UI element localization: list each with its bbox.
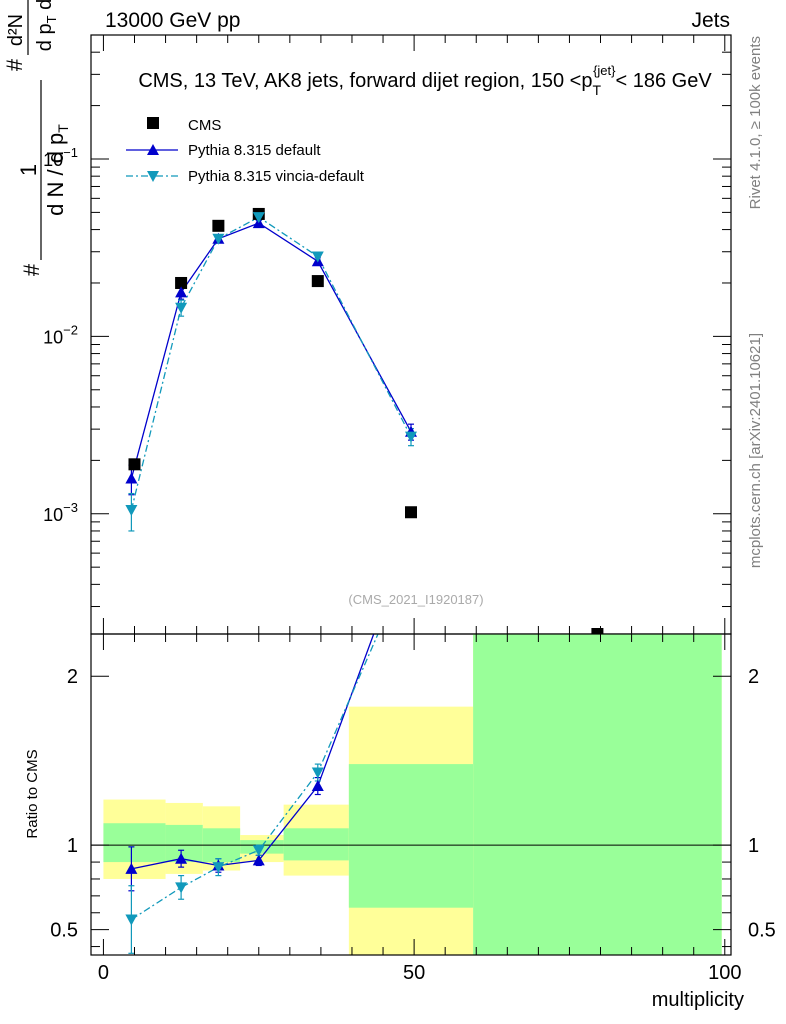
- svg-text:1: 1: [16, 164, 41, 176]
- cms-point: [128, 458, 141, 471]
- uncertainty-band-inner: [473, 634, 722, 955]
- ratio-y-tick-label: 2: [67, 666, 78, 688]
- legend: CMS Pythia 8.315 default Pythia 8.315 vi…: [126, 117, 365, 185]
- legend-vincia-marker: [147, 171, 159, 182]
- ratio-plot: 0.5 0.5 1 1 2 2 0 50 100 Ratio to CMS multiplici…: [24, 633, 776, 1011]
- main-plot-ticks: [91, 34, 731, 634]
- uncertainty-band-inner: [348, 764, 474, 908]
- vincia-point: [405, 431, 417, 443]
- main-plot-background: [91, 35, 731, 634]
- ratio-y-tick-label: 0.5: [50, 920, 78, 942]
- vincia-line: [130, 216, 412, 511]
- ratio-vincia-line: [131, 634, 379, 921]
- plot-title: CMS, 13 TeV, AK8 jets, forward dijet reg…: [138, 63, 712, 98]
- ratio-plot-ticks: [91, 634, 731, 955]
- y-tick-label: 10−3: [43, 500, 78, 525]
- cms-point: [175, 276, 188, 289]
- cms-point: [212, 219, 225, 232]
- svg-text:d pT dλ: d pT dλ: [34, 0, 59, 51]
- svg-text:#: #: [19, 263, 44, 276]
- ratio-plot-tick-labels: 0.5 0.5 1 1 2 2 0 50 100: [50, 666, 776, 984]
- vincia-point: [212, 233, 225, 245]
- main-y-axis-label: # 1 d N / d pT # d²N d pT dλ: [2, 0, 71, 276]
- ratio-default-point: [311, 780, 324, 792]
- uncertainty-band-inner: [165, 824, 203, 863]
- x-tick-label: 0: [98, 962, 109, 984]
- ratio-vincia-point: [125, 914, 138, 926]
- analysis-watermark: (CMS_2021_I1920187): [348, 592, 483, 607]
- default-point: [125, 472, 138, 484]
- default-line: [130, 222, 412, 479]
- vincia-point: [252, 212, 265, 224]
- ratio-y-tick-label: 1: [67, 835, 78, 857]
- default-point: [175, 286, 188, 298]
- x-tick-label: 100: [708, 962, 741, 984]
- cms-point: [311, 275, 324, 288]
- ratio-vincia-point: [175, 882, 188, 894]
- ratio-vincia-point: [252, 845, 265, 857]
- ratio-default-point: [125, 862, 138, 874]
- legend-cms-label: CMS: [188, 117, 221, 134]
- ratio-vincia-point: [212, 862, 225, 874]
- legend-default-label: Pythia 8.315 default: [188, 142, 321, 159]
- ratio-default-line: [131, 634, 375, 870]
- header-right: Jets: [691, 9, 730, 32]
- uncertainty-band-inner: [283, 828, 349, 861]
- main-plot: 10−3 10−2 10−1 CMS, 13 TeV, AK8 jets, forw…: [43, 34, 732, 635]
- ratio-y-tick-label-right: 1: [748, 835, 759, 857]
- mcplots-label: mcplots.cern.ch [arXiv:2401.10621]: [747, 333, 764, 568]
- legend-default-marker: [147, 144, 159, 155]
- ratio-y-axis-label: Ratio to CMS: [24, 749, 41, 838]
- ratio-default-point: [252, 854, 265, 866]
- legend-cms-marker: [147, 117, 159, 129]
- ratio-default-point: [175, 852, 188, 864]
- legend-vincia-label: Pythia 8.315 vincia-default: [188, 168, 365, 185]
- cms-point: [405, 506, 417, 519]
- ratio-vincia-point: [311, 767, 324, 779]
- x-axis-label: multiplicity: [652, 989, 744, 1011]
- rivet-label: Rivet 4.1.0, ≥ 100k events: [747, 36, 764, 209]
- vincia-point: [125, 505, 138, 517]
- vincia-point: [311, 251, 324, 263]
- svg-text:d²N: d²N: [5, 14, 27, 46]
- ratio-y-tick-label-right: 0.5: [748, 920, 776, 942]
- ratio-plot-frame: [90, 633, 732, 956]
- ratio-uncertainty-bands: [103, 634, 722, 955]
- svg-text:#: #: [2, 58, 27, 71]
- main-plot-data: [125, 207, 604, 634]
- ratio-y-tick-label-right: 2: [748, 666, 759, 688]
- cms-point: [591, 628, 604, 634]
- header-left: 13000 GeV pp: [105, 9, 240, 32]
- y-tick-label: 10−1: [43, 145, 78, 170]
- uncertainty-band-inner: [103, 823, 166, 863]
- vincia-point: [175, 302, 188, 314]
- y-tick-label: 10−2: [43, 322, 78, 347]
- main-plot-y-tick-labels: 10−3 10−2 10−1: [43, 145, 78, 525]
- svg-text:d N / d pT: d N / d pT: [43, 124, 71, 216]
- ratio-plot-data: [125, 634, 379, 954]
- x-tick-label: 50: [403, 962, 425, 984]
